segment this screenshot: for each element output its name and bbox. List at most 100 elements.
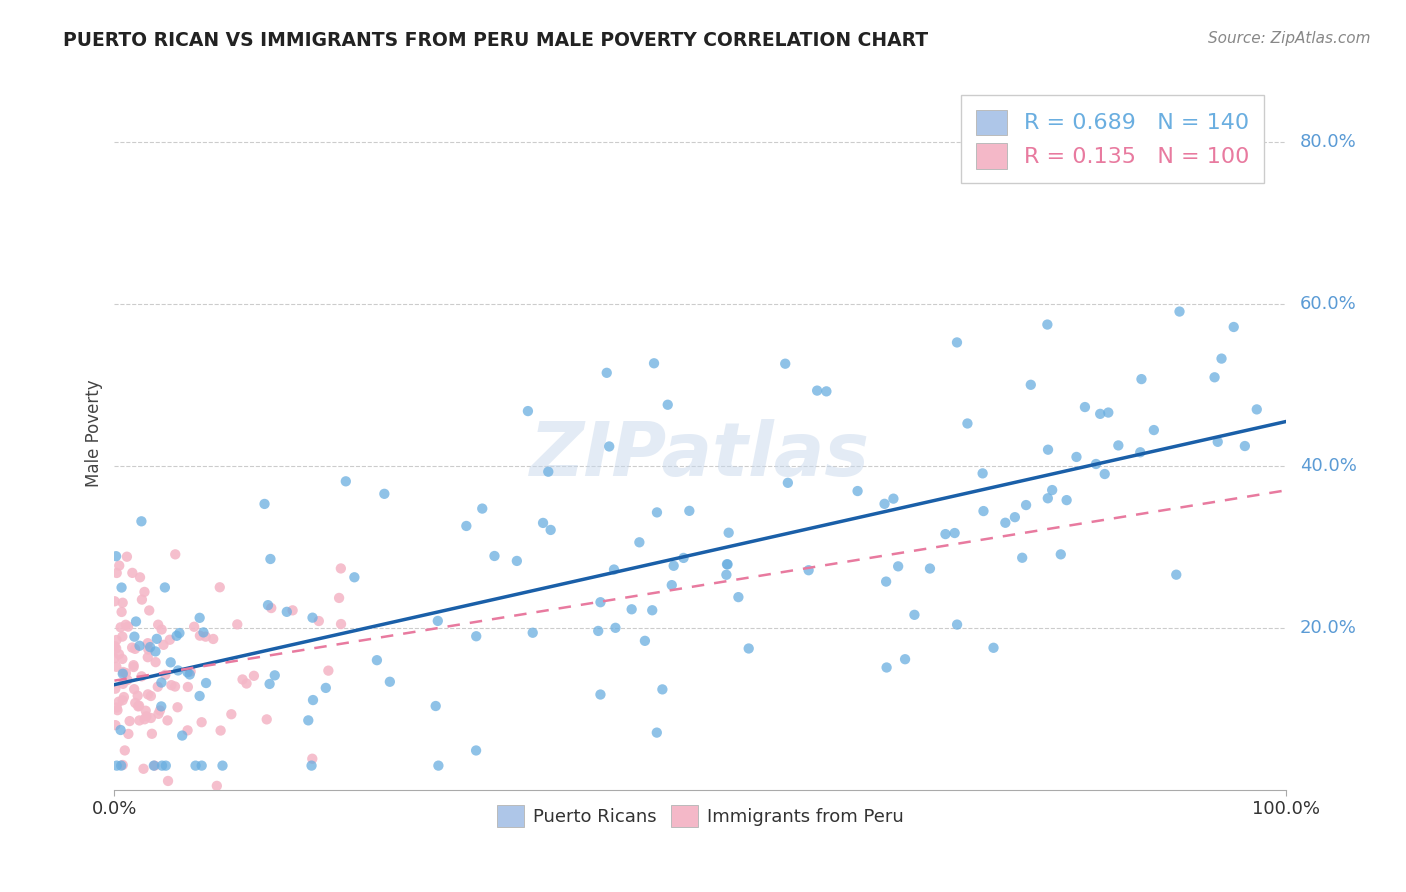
Text: 40.0%: 40.0% bbox=[1301, 457, 1357, 475]
Point bbox=[281, 603, 304, 617]
Point bbox=[776, 475, 799, 490]
Point bbox=[165, 547, 187, 561]
Point bbox=[315, 681, 337, 695]
Text: 80.0%: 80.0% bbox=[1301, 133, 1357, 152]
Point bbox=[894, 652, 917, 666]
Point bbox=[169, 626, 191, 640]
Point bbox=[605, 621, 627, 635]
Point bbox=[297, 714, 319, 728]
Point bbox=[717, 525, 740, 540]
Point bbox=[276, 605, 298, 619]
Point bbox=[152, 638, 174, 652]
Point bbox=[150, 623, 173, 637]
Point bbox=[132, 762, 155, 776]
Point bbox=[1036, 442, 1059, 457]
Point bbox=[426, 614, 449, 628]
Point bbox=[117, 727, 139, 741]
Point bbox=[118, 714, 141, 728]
Point bbox=[177, 680, 200, 694]
Point bbox=[176, 723, 198, 738]
Point bbox=[259, 677, 281, 691]
Point bbox=[330, 617, 353, 632]
Point bbox=[465, 743, 488, 757]
Point bbox=[112, 665, 135, 679]
Point bbox=[159, 632, 181, 647]
Point bbox=[1246, 402, 1268, 417]
Point bbox=[1040, 483, 1063, 497]
Point bbox=[122, 682, 145, 697]
Point bbox=[141, 727, 163, 741]
Point bbox=[641, 603, 664, 617]
Point bbox=[243, 669, 266, 683]
Point bbox=[184, 758, 207, 772]
Point bbox=[773, 357, 796, 371]
Point bbox=[148, 706, 170, 721]
Point bbox=[257, 598, 280, 612]
Point bbox=[156, 714, 179, 728]
Point bbox=[846, 483, 869, 498]
Point bbox=[136, 650, 159, 665]
Point bbox=[540, 523, 562, 537]
Point bbox=[329, 561, 352, 575]
Point bbox=[537, 465, 560, 479]
Point bbox=[131, 592, 153, 607]
Point bbox=[727, 590, 749, 604]
Point bbox=[657, 398, 679, 412]
Point bbox=[994, 516, 1017, 530]
Point bbox=[153, 581, 176, 595]
Point bbox=[425, 698, 447, 713]
Point bbox=[104, 718, 127, 732]
Point bbox=[105, 641, 128, 656]
Point bbox=[150, 675, 173, 690]
Point bbox=[1085, 457, 1108, 471]
Point bbox=[1233, 439, 1256, 453]
Point bbox=[143, 758, 166, 772]
Point bbox=[263, 668, 285, 682]
Point bbox=[117, 619, 139, 633]
Point bbox=[983, 640, 1005, 655]
Point bbox=[128, 698, 150, 713]
Point bbox=[146, 632, 169, 646]
Point bbox=[308, 614, 330, 628]
Point bbox=[163, 680, 186, 694]
Point bbox=[484, 549, 506, 563]
Point bbox=[882, 491, 904, 506]
Point bbox=[1166, 567, 1188, 582]
Point bbox=[946, 617, 969, 632]
Point bbox=[112, 690, 135, 704]
Point bbox=[146, 617, 169, 632]
Point bbox=[1143, 423, 1166, 437]
Point bbox=[643, 356, 665, 370]
Point bbox=[114, 617, 136, 632]
Point bbox=[373, 487, 395, 501]
Point bbox=[226, 617, 249, 632]
Point bbox=[105, 700, 128, 714]
Point bbox=[127, 699, 149, 714]
Point bbox=[135, 704, 157, 718]
Point bbox=[231, 673, 253, 687]
Point bbox=[190, 715, 212, 730]
Point bbox=[1036, 318, 1059, 332]
Point bbox=[134, 585, 156, 599]
Point bbox=[302, 693, 325, 707]
Point bbox=[105, 566, 128, 580]
Point bbox=[1222, 320, 1244, 334]
Point bbox=[516, 404, 538, 418]
Point bbox=[672, 550, 695, 565]
Point bbox=[146, 680, 169, 694]
Point bbox=[108, 558, 131, 573]
Point bbox=[145, 644, 167, 658]
Point bbox=[634, 633, 657, 648]
Point bbox=[797, 563, 820, 577]
Point bbox=[506, 554, 529, 568]
Point bbox=[105, 549, 128, 564]
Point bbox=[522, 625, 544, 640]
Point bbox=[427, 758, 450, 772]
Point bbox=[155, 668, 177, 682]
Point bbox=[180, 665, 202, 679]
Point bbox=[135, 709, 157, 723]
Point bbox=[943, 526, 966, 541]
Point bbox=[110, 620, 132, 634]
Point bbox=[124, 630, 146, 644]
Point bbox=[142, 758, 165, 772]
